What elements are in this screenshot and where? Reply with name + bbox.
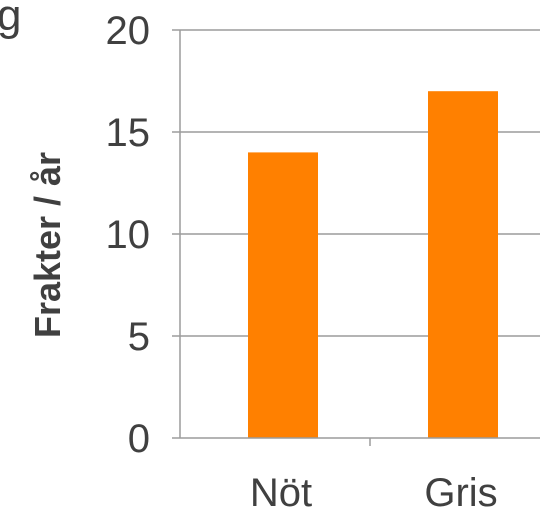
x-tick-label: Nöt [250, 471, 312, 508]
bars [248, 91, 498, 438]
y-tick-label: 0 [128, 417, 150, 461]
clipped-text-fragment: g [0, 0, 21, 40]
bar [428, 91, 498, 438]
y-tick-label: 20 [106, 9, 151, 53]
axes [172, 29, 540, 446]
y-tick-label: 10 [106, 213, 151, 257]
y-axis-label: Frakter / år [27, 152, 68, 338]
y-tick-label: 15 [106, 111, 151, 155]
y-tick-labels: 0 5 10 15 20 [106, 9, 151, 461]
bar [248, 152, 318, 438]
x-tick-label: Gris [424, 471, 497, 508]
x-tick-labels: Nöt Gris [250, 471, 498, 508]
y-tick-label: 5 [128, 315, 150, 359]
